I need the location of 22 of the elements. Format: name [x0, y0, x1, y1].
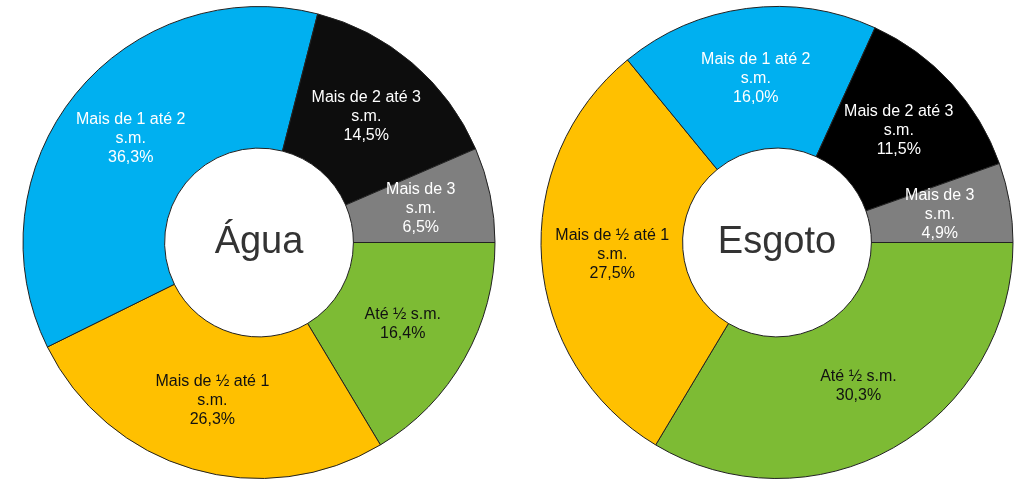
text: Água [214, 218, 305, 261]
slice-label: Mais de 1 até 2 s.m. [76, 109, 186, 146]
data-label: 14,5% [343, 126, 389, 144]
data-label: 27,5% [589, 263, 635, 281]
slice-label: Mais de 2 até 3 s.m. [844, 102, 954, 139]
data-label: 16,4% [380, 323, 426, 341]
data-label: 6,5% [402, 218, 439, 236]
slice-label: Até ½ s.m. [820, 367, 897, 385]
data-label: 36,3% [108, 147, 154, 165]
slice-label: Mais de 3 s.m. [386, 180, 456, 217]
slice-label: Mais de ½ até 1 s.m. [155, 372, 270, 409]
data-label: 26,3% [189, 410, 236, 428]
slice-label: Mais de 2 até 3 s.m. [311, 88, 422, 125]
data-label: 11,5% [876, 140, 921, 158]
slice-label: Mais de 1 até 2 s.m. [701, 50, 811, 87]
slice-label: Mais de ½ até 1 s.m. [555, 225, 670, 262]
text: Esgoto [717, 218, 837, 261]
slice-label: Até ½ s.m. [364, 304, 441, 322]
data-label: 16,0% [733, 88, 779, 106]
slice-label: Mais de 3 s.m. [905, 185, 975, 222]
data-label: 4,9% [921, 223, 959, 241]
data-label: 30,3% [835, 386, 882, 404]
